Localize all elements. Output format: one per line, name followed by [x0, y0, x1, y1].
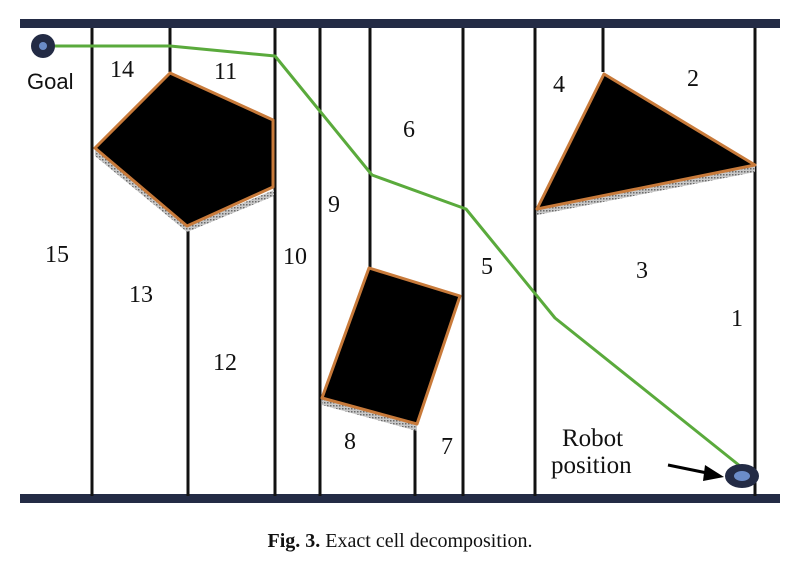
cell-label-12: 12: [213, 350, 237, 376]
obstacle-pentagon-shadow: [95, 150, 274, 232]
robot-arrowhead: [703, 465, 724, 481]
cell-labels: 1 2 3 4 5 6 7 8 9 10 11 12 13 14 15: [45, 57, 743, 460]
obstacle-pentagon: [93, 71, 275, 228]
figure-caption: Fig. 3. Exact cell decomposition.: [0, 530, 800, 553]
caption-label: Fig. 3.: [267, 530, 321, 552]
cell-decomposition-diagram: Goal Robot position 1 2 3 4 5 6 7 8 9 10…: [20, 19, 780, 503]
robot-label-line2: position: [551, 452, 632, 479]
cell-label-8: 8: [344, 429, 356, 455]
cell-label-14: 14: [110, 57, 134, 83]
cell-label-15: 15: [45, 242, 69, 268]
cell-label-1: 1: [731, 306, 743, 332]
obstacle-triangle: [535, 72, 757, 211]
cell-label-9: 9: [328, 192, 340, 218]
cell-label-13: 13: [129, 282, 153, 308]
cell-label-6: 6: [403, 117, 415, 143]
obstacle-triangle-shadow: [537, 166, 755, 215]
cell-label-10: 10: [283, 244, 307, 270]
robot-marker-center: [734, 471, 750, 481]
obstacle-rectangle: [320, 266, 462, 426]
bottom-wall: [20, 494, 780, 503]
cell-label-4: 4: [553, 72, 565, 98]
cell-label-3: 3: [636, 258, 648, 284]
robot-path: [45, 44, 741, 468]
robot-label-line1: Robot: [562, 425, 623, 452]
cell-label-5: 5: [481, 254, 493, 280]
caption-text: Exact cell decomposition.: [325, 530, 533, 552]
obstacle-rectangle-shadow: [322, 398, 417, 431]
cell-label-7: 7: [441, 434, 453, 460]
cell-label-11: 11: [214, 59, 237, 85]
goal-marker-center: [39, 42, 47, 50]
cell-boundaries: [90, 28, 757, 496]
top-wall: [20, 19, 780, 28]
goal-label: Goal: [27, 69, 73, 94]
cell-label-2: 2: [687, 66, 699, 92]
